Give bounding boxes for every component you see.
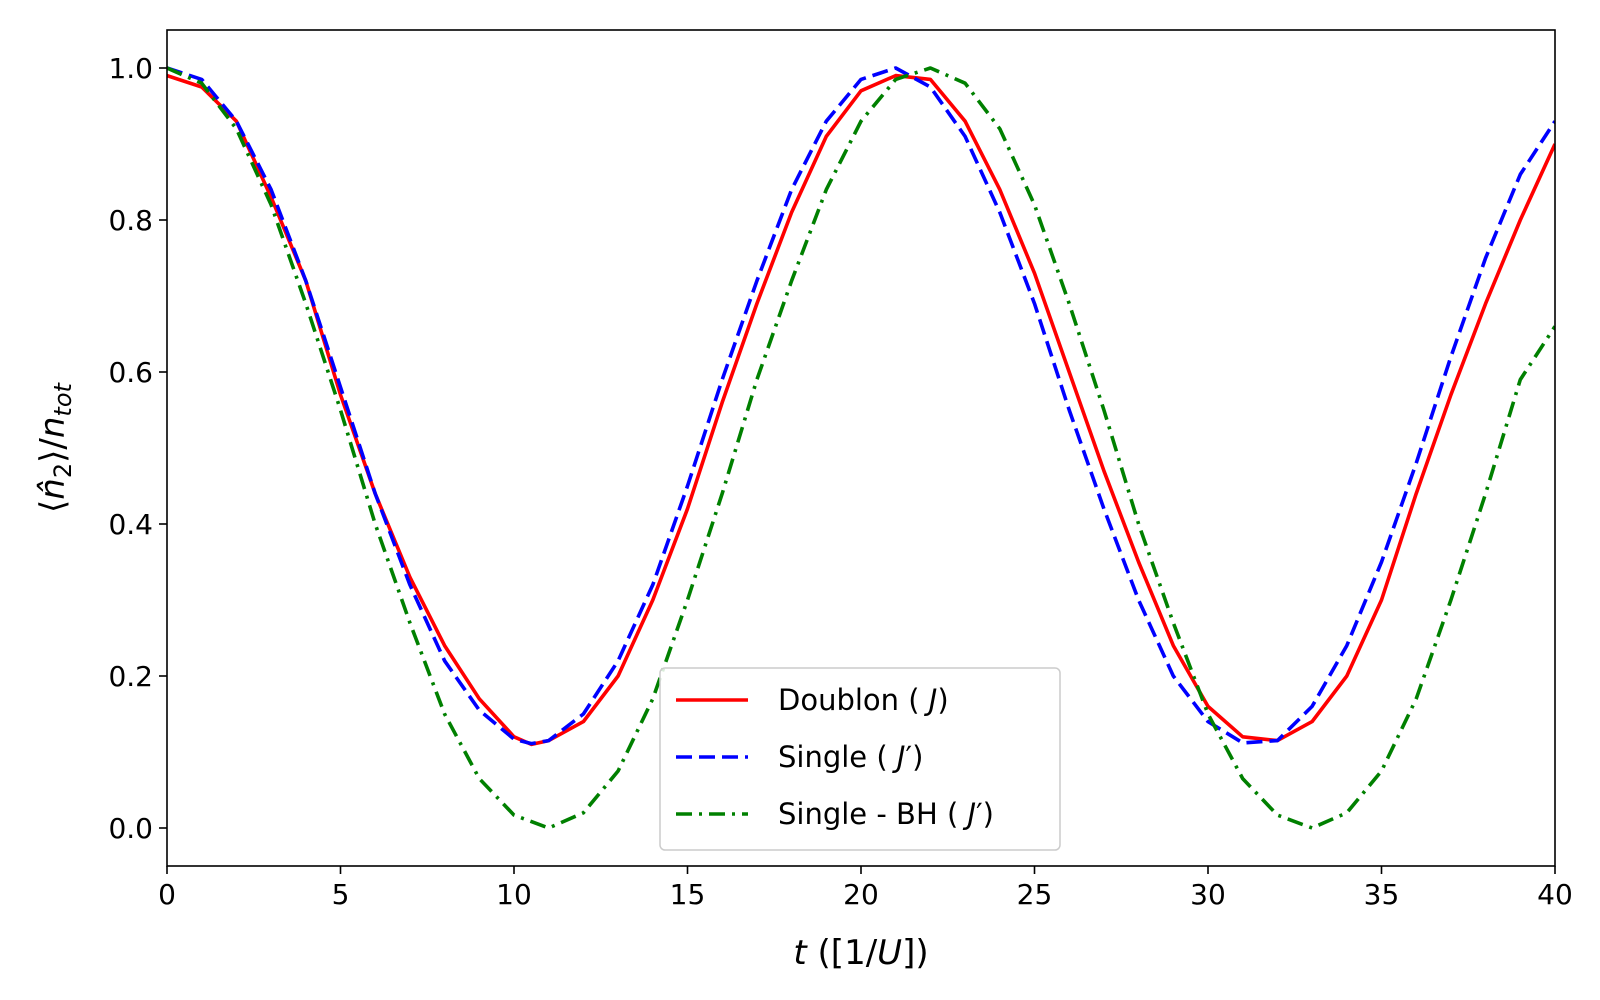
y-tick-label: 0.0 bbox=[108, 812, 153, 845]
y-axis-label: ⟨n̂2⟩/ntot bbox=[33, 381, 77, 513]
y-axis-label-sub2: tot bbox=[49, 381, 77, 416]
legend-label-1: Doublon ( J) bbox=[778, 683, 949, 717]
series-line-3 bbox=[167, 66, 1555, 830]
y-axis-label-var2: n bbox=[33, 417, 73, 439]
x-tick-label: 15 bbox=[670, 878, 706, 911]
y-tick-label: 0.6 bbox=[108, 356, 153, 389]
axis-ticks: 0 5 10 15 20 25 30 35 40 0.0 0.2 0.4 0.6 0.8 1.0 bbox=[108, 52, 1572, 911]
x-tick-label: 35 bbox=[1364, 878, 1400, 911]
x-tick-label: 40 bbox=[1537, 878, 1573, 911]
y-tick-label: 0.4 bbox=[108, 508, 153, 541]
y-axis-label-mid: ⟩/ bbox=[33, 438, 73, 463]
x-axis-label: t ([1/U]) bbox=[793, 933, 928, 973]
legend-label-2: Single ( J′) bbox=[778, 740, 923, 774]
series-line-2 bbox=[167, 66, 1555, 746]
y-axis-label-sub: 2 bbox=[49, 463, 77, 478]
x-tick-label: 5 bbox=[332, 878, 350, 911]
legend: Doublon ( J) Single ( J′) Single - BH ( J′… bbox=[659, 667, 1061, 851]
x-tick-label: 0 bbox=[158, 878, 176, 911]
y-tick-label: 1.0 bbox=[108, 52, 153, 85]
x-tick-label: 25 bbox=[1017, 878, 1053, 911]
x-axis-label-close: ]) bbox=[902, 933, 929, 973]
legend-box bbox=[659, 667, 1061, 851]
legend-label-3: Single - BH ( J′) bbox=[778, 797, 994, 831]
x-axis-label-var: t bbox=[793, 933, 808, 973]
chart-marks bbox=[167, 66, 1555, 830]
y-axis-label-open: ⟨ bbox=[33, 500, 73, 513]
x-axis-label-rest: ([1/ bbox=[807, 933, 878, 973]
y-tick-label: 0.2 bbox=[108, 660, 153, 693]
series-line-1 bbox=[167, 73, 1555, 747]
y-tick-label: 0.8 bbox=[108, 204, 153, 237]
y-axis-label-var: n̂ bbox=[33, 478, 73, 500]
x-tick-label: 20 bbox=[843, 878, 879, 911]
x-axis-label-unit: U bbox=[877, 933, 902, 973]
x-tick-label: 30 bbox=[1190, 878, 1226, 911]
x-tick-label: 10 bbox=[496, 878, 532, 911]
